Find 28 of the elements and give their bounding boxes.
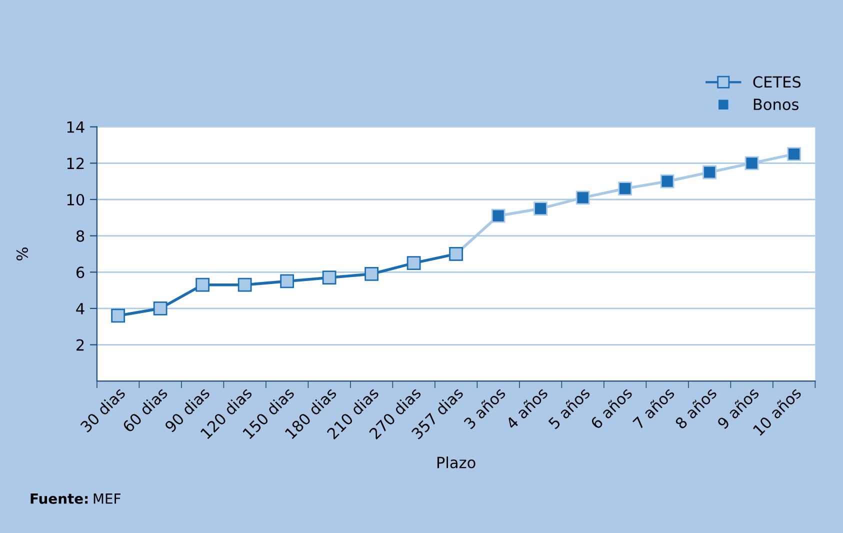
y-tick-label: 14 [67, 122, 84, 133]
point [406, 256, 421, 270]
point [660, 174, 674, 188]
legend-label: Bonos [754, 98, 798, 110]
point [111, 308, 126, 323]
y-tick-label: 6 [76, 266, 84, 278]
point [280, 274, 294, 288]
point [196, 278, 210, 292]
point [744, 156, 759, 170]
point [322, 270, 336, 285]
point [534, 202, 548, 216]
x-axis-title: Plazo [437, 456, 476, 468]
point [702, 165, 717, 180]
point [787, 147, 801, 162]
y-tick-label: 10 [67, 194, 84, 206]
point [491, 208, 506, 223]
y-tick-label: 12 [67, 158, 84, 169]
source-note: Fuente: MEF [30, 494, 120, 504]
y-tick-label: 4 [76, 303, 84, 314]
point [153, 302, 168, 316]
y-axis-title: % [16, 248, 28, 260]
point [364, 267, 379, 281]
point [576, 190, 590, 205]
y-tick-label: 2 [76, 339, 84, 351]
y-tick-label: 8 [76, 230, 84, 242]
point [238, 278, 252, 292]
legend-label: CETES [753, 76, 801, 88]
point [618, 182, 632, 196]
